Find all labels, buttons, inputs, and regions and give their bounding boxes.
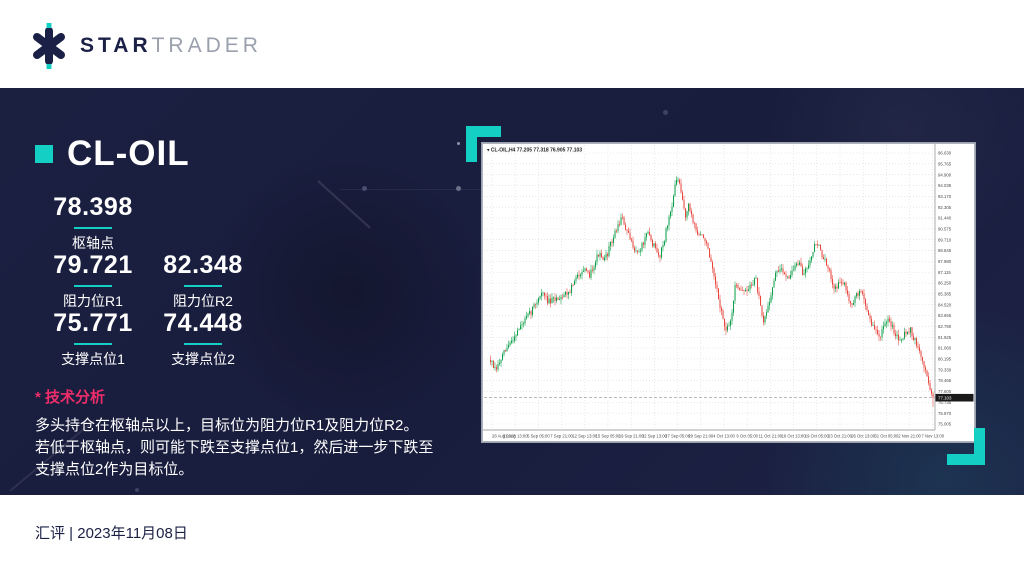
title-square-bullet [35, 145, 53, 163]
decor-dot [457, 142, 460, 145]
support2-value: 74.448 [163, 309, 243, 337]
svg-text:87.115: 87.115 [938, 270, 951, 275]
logo-text-trader: TRADER [151, 34, 262, 57]
svg-text:15 Sep 05:00: 15 Sep 05:00 [596, 434, 622, 439]
technical-analysis-block: * 技术分析 多头持仓在枢轴点以上，目标位为阻力位R1及阻力位R2。 若低于枢轴… [35, 386, 433, 481]
svg-text:87.980: 87.980 [938, 259, 952, 264]
support2-level: 74.448 支撑点位2 [148, 309, 258, 369]
logo-text-star: STAR [80, 34, 152, 57]
support2-label: 支撑点位2 [171, 351, 235, 367]
analysis-line: 若低于枢轴点，则可能下跌至支撑点位1，然后进一步下跌至 [35, 439, 434, 456]
svg-text:81.925: 81.925 [938, 335, 952, 340]
svg-text:31 Aug 13:00: 31 Aug 13:00 [503, 434, 528, 439]
svg-text:19 Sep 21:00: 19 Sep 21:00 [619, 434, 645, 439]
support1-level: 75.771 支撑点位1 [38, 309, 148, 369]
footer-bar: 汇评 | 2023年11月08日 [0, 495, 1024, 576]
svg-text:79.330: 79.330 [938, 367, 952, 372]
svg-text:19 Oct 05:00: 19 Oct 05:00 [805, 434, 830, 439]
resistance2-value: 82.348 [163, 251, 243, 279]
svg-text:83.655: 83.655 [938, 313, 952, 318]
svg-text:▾ CL-OIL,H4 77.205 77.318 76.9: ▾ CL-OIL,H4 77.205 77.318 76.905 77.103 [487, 148, 582, 154]
startrader-logo: STAR TRADER [30, 23, 262, 69]
chart-window: 96.630 95.765 94.900 94.035 93.170 92.305 91.4… [482, 143, 975, 442]
teal-underline [184, 285, 222, 287]
svg-text:92.305: 92.305 [938, 205, 952, 210]
svg-text:90.575: 90.575 [938, 226, 952, 231]
instrument-title-row: CL-OIL [35, 134, 190, 174]
resistance1-value: 79.721 [53, 251, 133, 279]
svg-text:28 Aug 2023: 28 Aug 2023 [492, 434, 516, 439]
svg-text:23 Oct 21:00: 23 Oct 21:00 [828, 434, 853, 439]
svg-text:78.465: 78.465 [938, 378, 952, 383]
svg-text:77.600: 77.600 [938, 389, 952, 394]
footer-date-text: 汇评 | 2023年11月08日 [35, 525, 188, 542]
svg-text:75.005: 75.005 [938, 422, 952, 427]
pivot-level: 78.398 枢轴点 [38, 193, 148, 253]
decor-dot [456, 186, 461, 191]
svg-text:11 Oct 21:00: 11 Oct 21:00 [759, 434, 783, 439]
svg-text:4 Oct 13:00: 4 Oct 13:00 [713, 434, 735, 439]
svg-text:93.170: 93.170 [938, 194, 952, 199]
teal-underline [74, 285, 112, 287]
teal-corner-bracket-bottomright [947, 428, 985, 465]
svg-text:86.250: 86.250 [938, 281, 952, 286]
svg-text:94.035: 94.035 [938, 183, 952, 188]
svg-text:96.630: 96.630 [938, 151, 952, 156]
svg-text:95.765: 95.765 [938, 161, 952, 166]
svg-text:29 Sep 21:00: 29 Sep 21:00 [688, 434, 714, 439]
svg-text:27 Sep 05:00: 27 Sep 05:00 [665, 434, 691, 439]
resistance2-level: 82.348 阻力位R2 [148, 251, 258, 311]
svg-text:75.870: 75.870 [938, 411, 952, 416]
decor-dot [362, 186, 367, 191]
svg-text:80.195: 80.195 [938, 357, 952, 362]
resistance1-level: 79.721 阻力位R1 [38, 251, 148, 311]
analysis-title: * 技术分析 [35, 389, 106, 406]
svg-text:7 Sep 21:00: 7 Sep 21:00 [550, 434, 573, 439]
svg-text:89.710: 89.710 [938, 237, 952, 242]
resistance1-label: 阻力位R1 [63, 293, 123, 309]
analysis-line: 多头持仓在枢轴点以上，目标位为阻力位R1及阻力位R2。 [35, 417, 419, 434]
svg-text:91.440: 91.440 [938, 216, 952, 221]
decor-dot [663, 110, 668, 115]
pivot-value: 78.398 [53, 193, 133, 221]
svg-text:5 Sep 05:00: 5 Sep 05:00 [527, 434, 550, 439]
analysis-line: 支撑点位2作为目标位。 [35, 461, 194, 478]
svg-text:76.735: 76.735 [938, 400, 952, 405]
svg-text:12 Sep 13:00: 12 Sep 13:00 [572, 434, 598, 439]
teal-underline [184, 343, 222, 345]
svg-text:22 Sep 13:00: 22 Sep 13:00 [642, 434, 668, 439]
svg-text:26 Oct 13:00: 26 Oct 13:00 [851, 434, 876, 439]
star-logo-icon [33, 23, 65, 69]
pivot-label: 枢轴点 [72, 235, 114, 251]
svg-text:85.385: 85.385 [938, 292, 952, 297]
svg-text:7 Nov 13:00: 7 Nov 13:00 [922, 434, 945, 439]
resistance2-label: 阻力位R2 [173, 293, 233, 309]
svg-text:16 Oct 13:00: 16 Oct 13:00 [782, 434, 807, 439]
svg-text:9 Oct 05:00: 9 Oct 05:00 [736, 434, 758, 439]
svg-text:81.060: 81.060 [938, 346, 952, 351]
candlestick-chart: 96.630 95.765 94.900 94.035 93.170 92.305 91.4… [482, 143, 975, 442]
teal-underline [74, 343, 112, 345]
top-header: STAR TRADER [0, 0, 1024, 88]
svg-text:31 Oct 05:00: 31 Oct 05:00 [874, 434, 899, 439]
svg-text:2 Nov 21:00: 2 Nov 21:00 [898, 434, 921, 439]
page-title: CL-OIL [67, 134, 190, 173]
decor-dot [135, 488, 139, 492]
decor-horizontal-line [340, 189, 490, 190]
svg-text:82.790: 82.790 [938, 324, 952, 329]
support1-label: 支撑点位1 [61, 351, 125, 367]
svg-text:88.845: 88.845 [938, 248, 952, 253]
teal-corner-bracket-topleft [466, 126, 501, 162]
svg-text:94.900: 94.900 [938, 172, 952, 177]
support1-value: 75.771 [53, 309, 133, 337]
teal-underline [74, 227, 112, 229]
logo-wordmark: STAR TRADER [80, 34, 262, 58]
svg-text:84.520: 84.520 [938, 302, 952, 307]
svg-text:77.103: 77.103 [938, 395, 952, 400]
